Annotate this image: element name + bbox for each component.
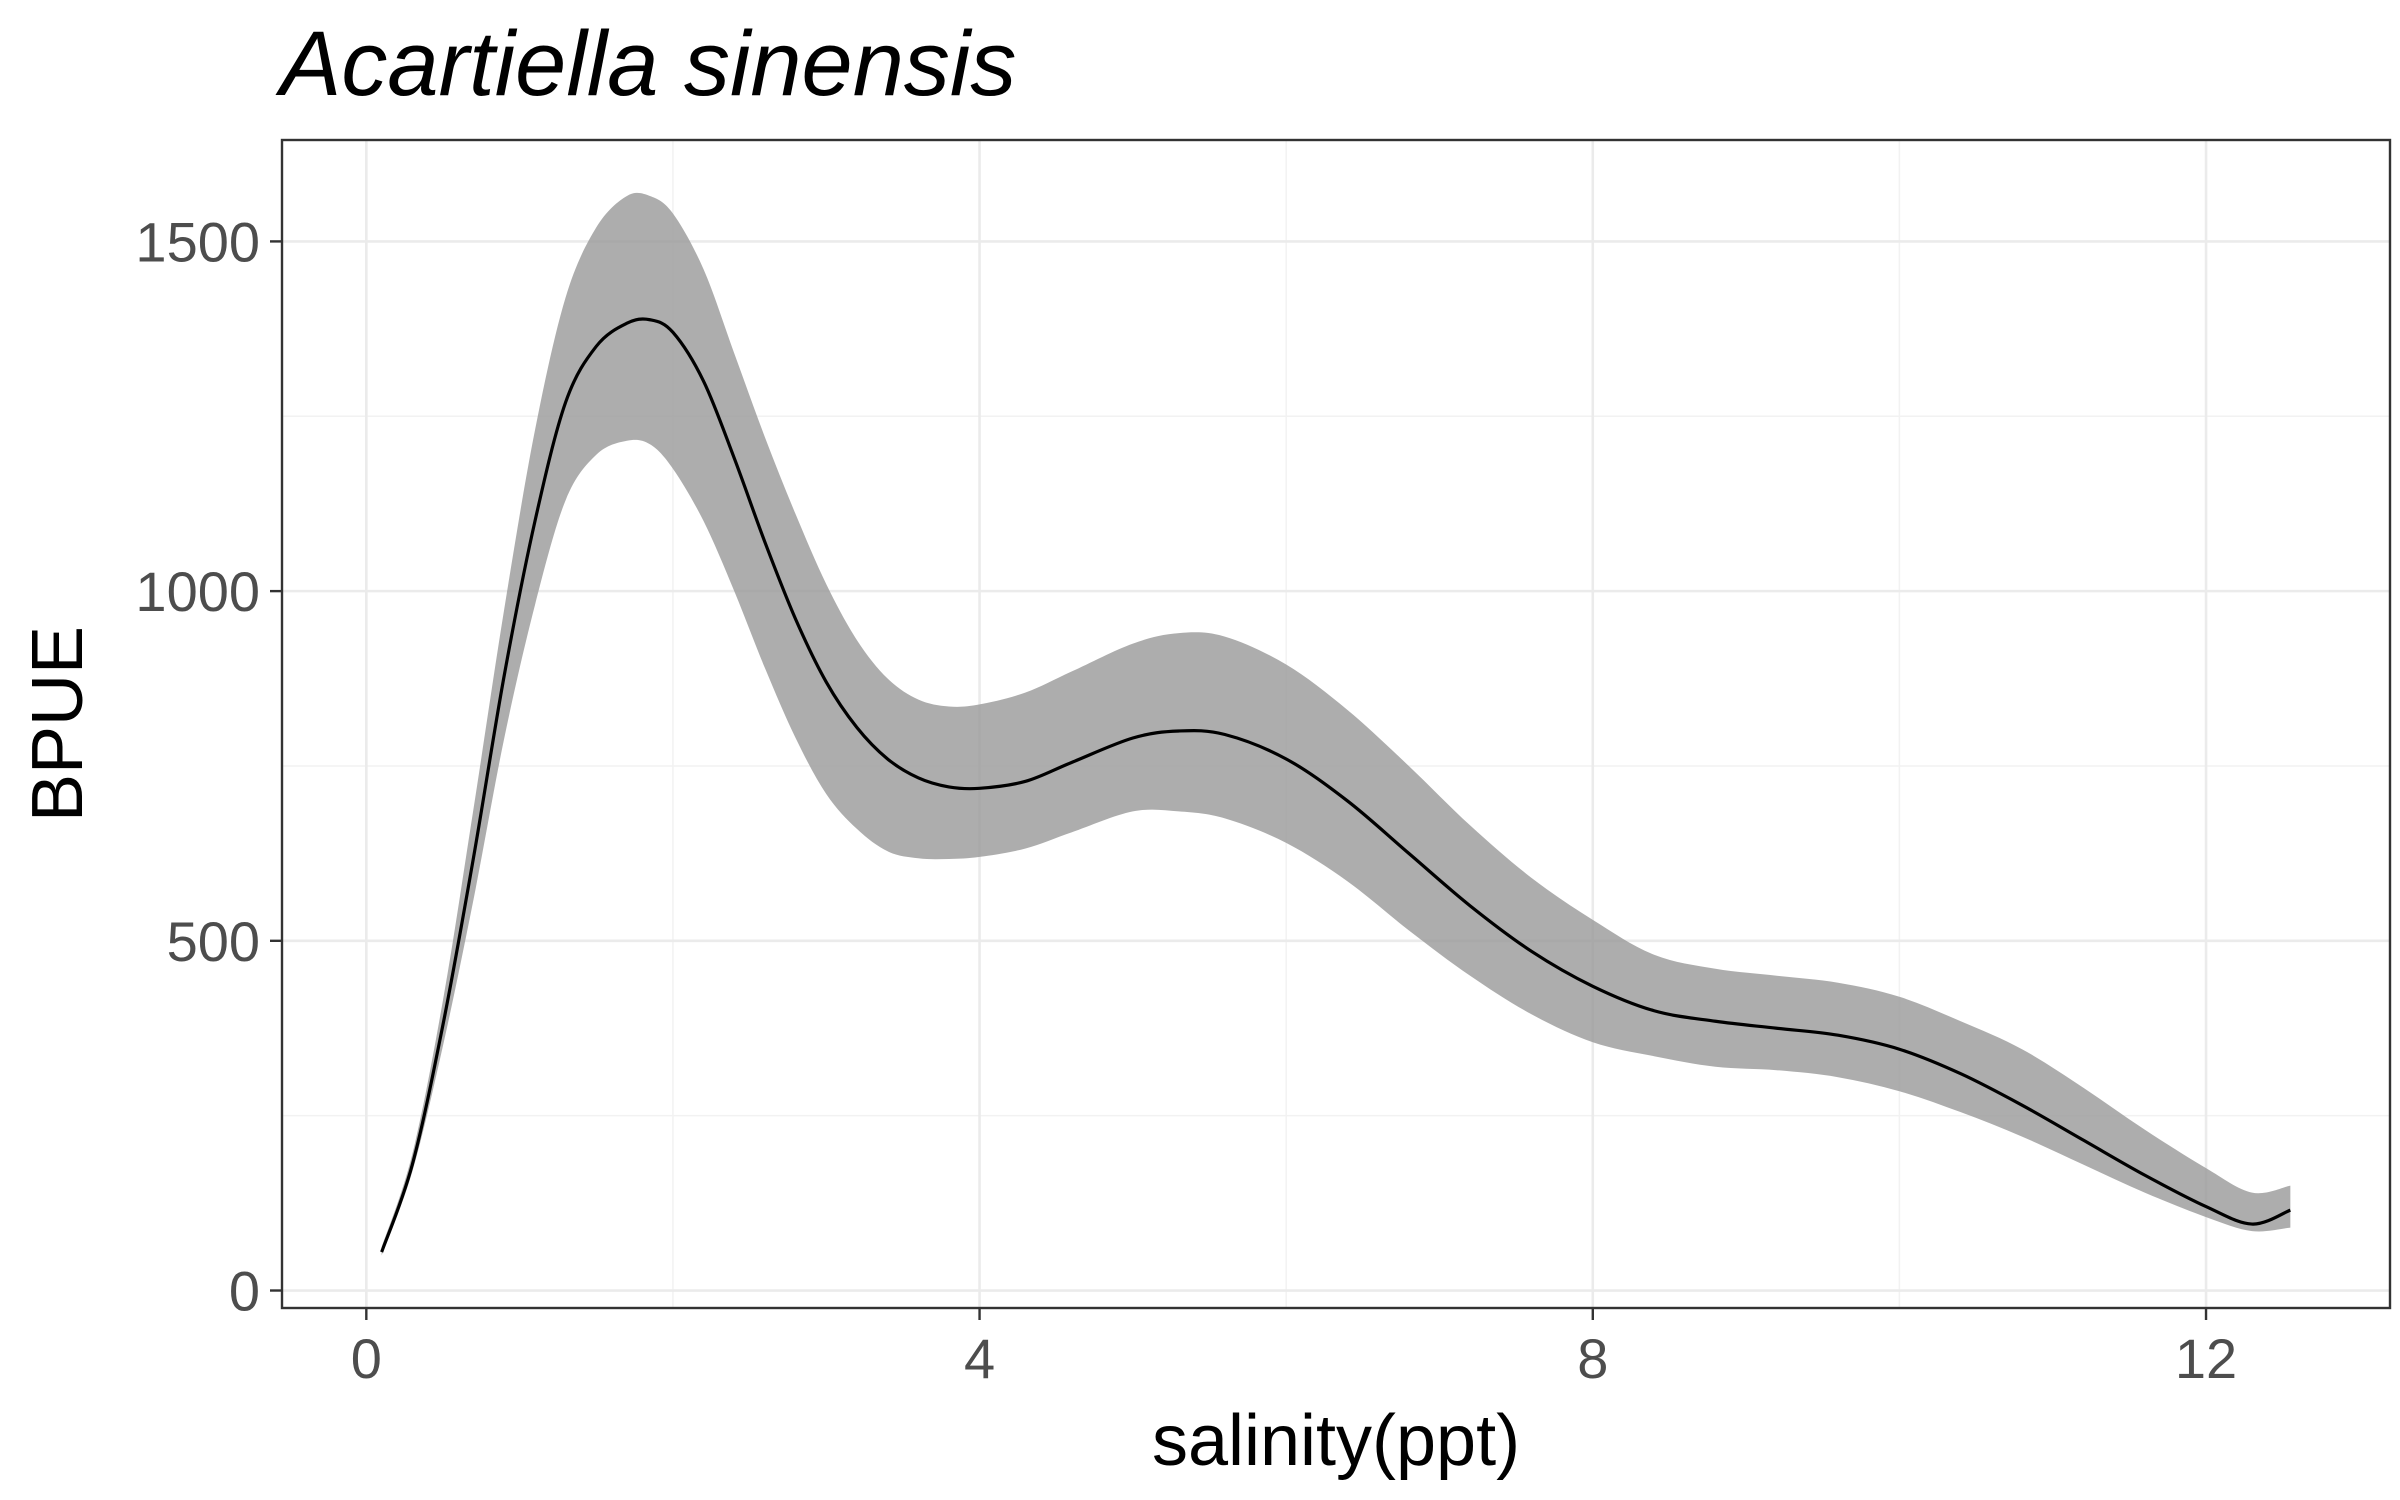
plot-panel-border — [280, 138, 2392, 1310]
y-tick-label: 0 — [229, 1260, 260, 1323]
x-tick-label: 0 — [351, 1327, 382, 1390]
x-axis-title: salinity(ppt) — [1152, 1401, 1520, 1481]
y-tick-label: 500 — [167, 910, 260, 973]
y-axis-title: BPUE — [18, 626, 98, 822]
x-tick-label: 12 — [2175, 1327, 2237, 1390]
chart-title: Acartiella sinensis — [275, 13, 1016, 115]
major-gridlines — [282, 140, 2390, 1308]
confidence-ribbon — [381, 192, 2291, 1256]
smooth-fit-line — [380, 317, 2291, 1253]
y-axis-ticks: 0 500 1000 1500 — [135, 210, 282, 1323]
x-tick-label: 4 — [964, 1327, 995, 1390]
y-tick-label: 1000 — [135, 560, 260, 623]
x-axis-ticks: 0 4 8 12 — [351, 1308, 2237, 1390]
x-tick-label: 8 — [1577, 1327, 1608, 1390]
y-tick-label: 1500 — [135, 210, 260, 273]
